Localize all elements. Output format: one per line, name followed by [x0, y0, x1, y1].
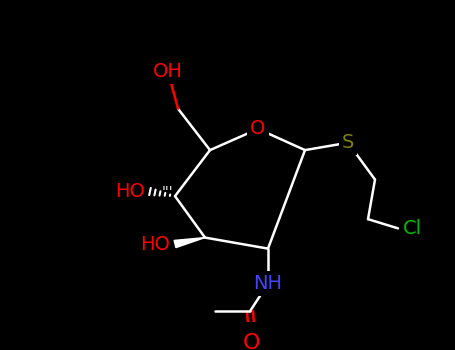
Text: ''': ''' — [161, 184, 173, 198]
Text: O: O — [243, 334, 261, 350]
Polygon shape — [174, 238, 205, 247]
Text: HO: HO — [140, 234, 170, 253]
Text: NH: NH — [253, 274, 283, 293]
Text: O: O — [250, 119, 266, 138]
Text: OH: OH — [153, 62, 183, 81]
Text: HO: HO — [115, 182, 145, 201]
Text: Cl: Cl — [402, 219, 422, 238]
Text: S: S — [342, 133, 354, 152]
